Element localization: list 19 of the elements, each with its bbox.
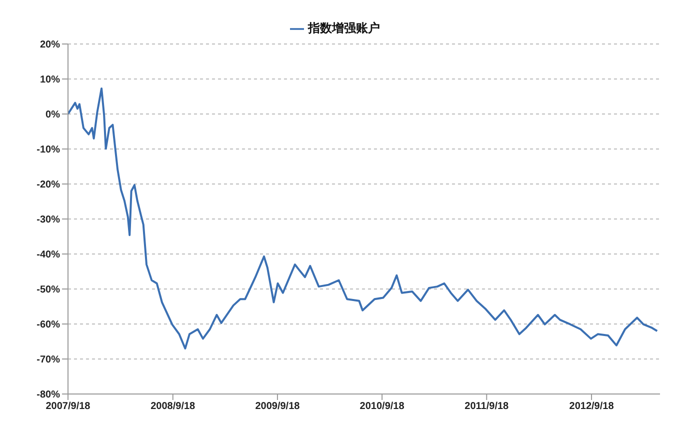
x-tick-label: 2009/9/18 <box>255 401 300 412</box>
y-tick-label: 0% <box>46 110 60 121</box>
y-tick-label: -60% <box>36 320 60 331</box>
x-tick-label: 2008/9/18 <box>150 401 196 412</box>
x-tick-label: 2012/9/18 <box>569 401 614 412</box>
y-tick-label: -50% <box>36 284 60 296</box>
y-tick-label: -20% <box>36 180 60 191</box>
y-tick-label: -40% <box>36 250 60 261</box>
y-tick-label: -80% <box>36 390 60 401</box>
x-tick-label: 2007/9/18 <box>46 401 91 412</box>
x-tick-label: 2010/9/18 <box>360 401 405 412</box>
line-series <box>68 87 658 350</box>
legend-label: 指数增强账户 <box>308 21 380 35</box>
y-tick-label: -70% <box>36 354 60 366</box>
y-tick-label: -10% <box>36 144 60 156</box>
x-tick-label: 2011/9/18 <box>464 401 510 412</box>
y-tick-label: 10% <box>40 74 60 86</box>
y-tick-label: -30% <box>36 214 60 226</box>
y-tick-label: 20% <box>40 40 60 51</box>
